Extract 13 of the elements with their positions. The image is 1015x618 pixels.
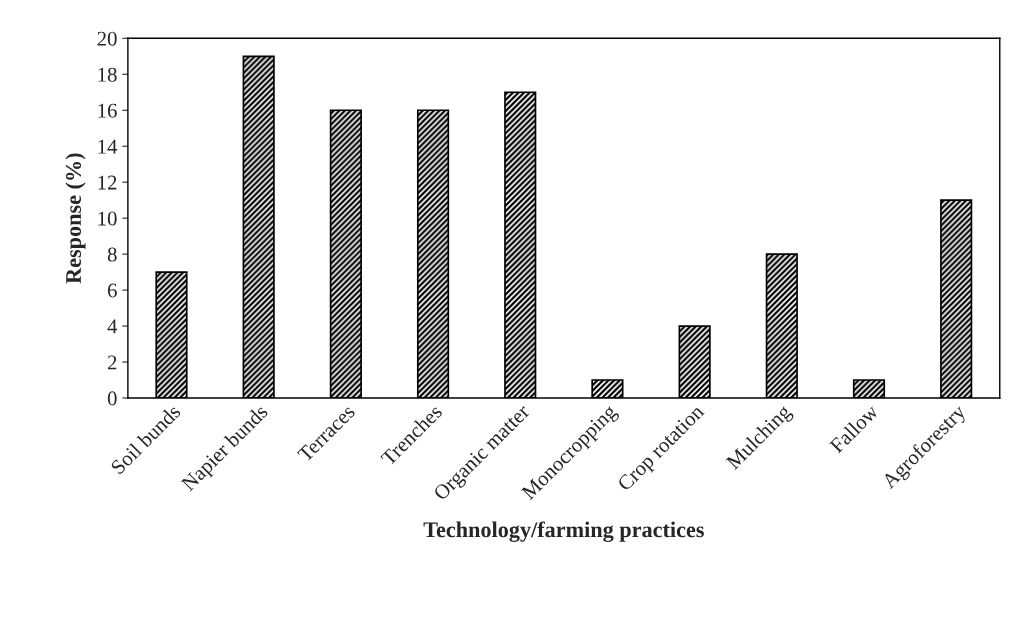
- y-tick-label: 12: [98, 175, 117, 190]
- y-tick-label: 18: [98, 67, 117, 82]
- y-tick-label: 20: [97, 31, 117, 46]
- y-tick-label: 14: [98, 139, 118, 154]
- y-tick-label: 10: [98, 211, 117, 226]
- y-tick-label: 16: [98, 103, 117, 118]
- x-axis-title: Technology/farming practices: [423, 521, 704, 542]
- y-tick-label: 6: [107, 283, 117, 298]
- y-tick-label: 0: [107, 391, 117, 406]
- y-tick-label: 2: [107, 355, 117, 370]
- y-axis-title: Response (%): [65, 153, 86, 284]
- y-tick-label: 8: [107, 247, 117, 262]
- y-tick-label: 4: [107, 319, 118, 334]
